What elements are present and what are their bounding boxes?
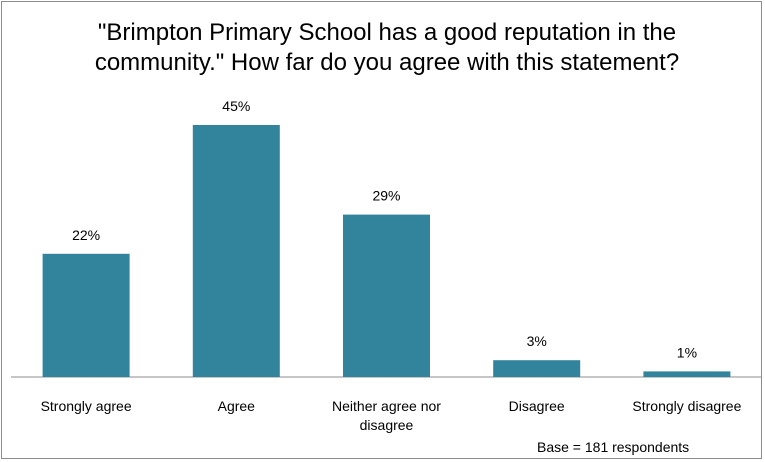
data-label-2: 29%: [372, 188, 400, 204]
chart-title: "Brimpton Primary School has a good repu…: [94, 19, 680, 76]
bar-1: [192, 125, 280, 377]
category-label-2: Neither agree nor disagree: [332, 398, 441, 433]
bar-0: [42, 253, 130, 377]
bar-2: [343, 214, 430, 377]
base-note: Base = 181 respondents: [537, 439, 690, 455]
data-label-1: 45%: [222, 98, 250, 114]
data-label-4: 1%: [677, 344, 697, 360]
bar-4: [643, 371, 731, 377]
data-label-0: 22%: [72, 227, 100, 243]
category-label-4: Strongly disagree: [632, 398, 741, 414]
category-label-1: Agree: [218, 398, 256, 414]
data-label-3: 3%: [527, 333, 547, 349]
bar-3: [493, 360, 581, 377]
category-label-0: Strongly agree: [41, 398, 132, 414]
category-label-3: Disagree: [509, 398, 565, 414]
